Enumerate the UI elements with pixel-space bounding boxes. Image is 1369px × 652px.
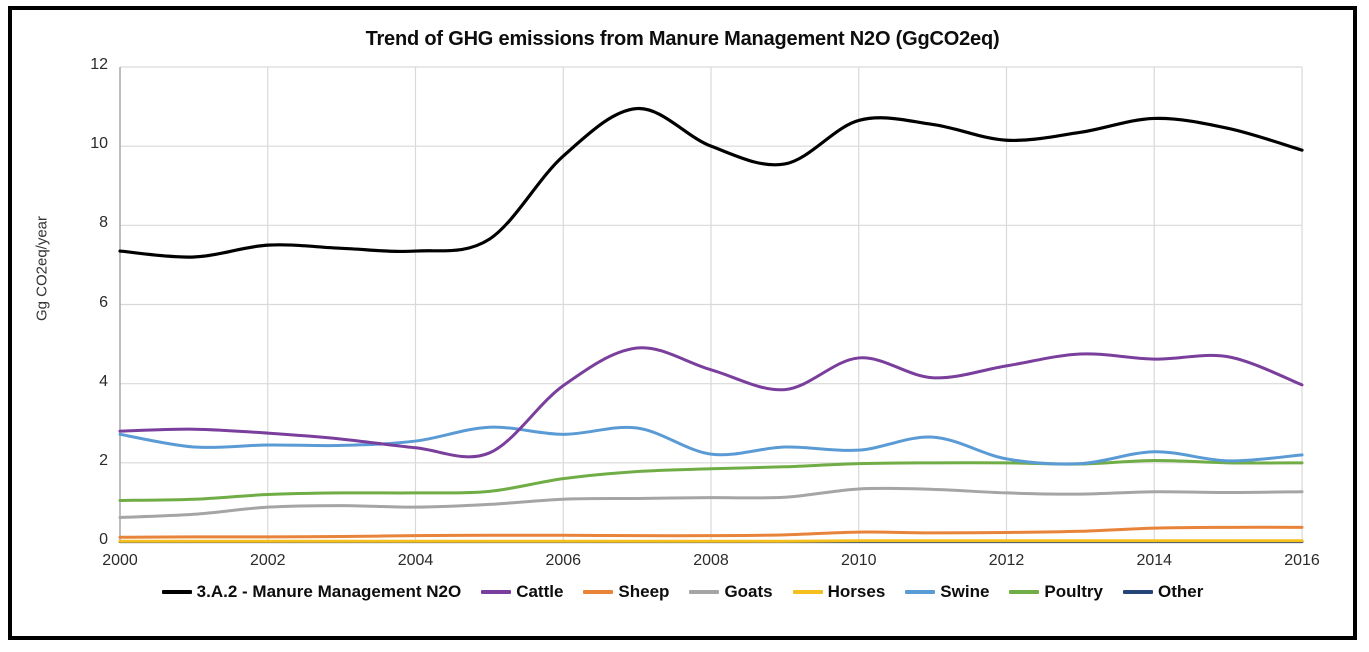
legend-color-swatch: [583, 590, 614, 594]
x-tick-label: 2002: [249, 552, 286, 569]
x-tick-label: 2006: [545, 552, 582, 569]
series-lines: [118, 106, 1304, 544]
y-tick-label: 12: [90, 56, 108, 73]
x-tick-label: 2004: [397, 552, 434, 569]
x-tick-label: 2012: [988, 552, 1025, 569]
legend-color-swatch: [161, 590, 192, 594]
y-tick-label: 2: [99, 451, 108, 469]
legend-color-swatch: [481, 590, 512, 594]
legend-label: Swine: [940, 582, 990, 601]
legend-label: Other: [1157, 582, 1204, 601]
legend-label: Horses: [827, 582, 886, 601]
legend-label: 3.A.2 - Manure Management N2O: [196, 582, 462, 601]
legend-label: Poultry: [1044, 582, 1103, 601]
legend-label: Sheep: [618, 582, 670, 601]
y-tick-label: 8: [99, 214, 108, 232]
y-tick-label: 4: [99, 372, 108, 390]
x-tick-label: 2000: [102, 552, 138, 569]
x-tick-label: 2008: [693, 552, 729, 569]
legend-item[interactable]: Poultry: [1009, 582, 1103, 602]
legend-item[interactable]: Cattle: [481, 582, 563, 602]
legend-item[interactable]: Sheep: [583, 582, 669, 602]
chart-legend: 3.A.2 - Manure Management N2O Cattle Sheep…: [12, 582, 1353, 602]
chart-area: Trend of GHG emissions from Manure Manag…: [12, 10, 1353, 636]
legend-color-swatch: [1122, 590, 1153, 594]
series-line: [118, 486, 1304, 519]
x-tick-label: 2010: [840, 552, 877, 569]
plot-canvas: [118, 66, 1304, 544]
legend-item[interactable]: Goats: [689, 582, 773, 602]
gridlines: [119, 66, 1303, 543]
chart-frame: Trend of GHG emissions from Manure Manag…: [8, 6, 1357, 640]
legend-color-swatch: [905, 590, 936, 594]
legend-item[interactable]: Other: [1122, 582, 1204, 602]
legend-color-swatch: [792, 590, 823, 594]
legend-item[interactable]: Swine: [905, 582, 989, 602]
series-line: [118, 458, 1304, 502]
legend-color-swatch: [689, 590, 720, 594]
legend-label: Goats: [724, 582, 773, 601]
legend-item[interactable]: Horses: [792, 582, 886, 602]
y-tick-label: 10: [90, 135, 108, 153]
x-tick-label: 2016: [1284, 552, 1320, 569]
series-line: [118, 346, 1304, 459]
legend-item[interactable]: 3.A.2 - Manure Management N2O: [161, 582, 462, 602]
y-tick-label: 6: [99, 293, 108, 311]
legend-label: Cattle: [516, 582, 564, 601]
series-line: [118, 425, 1304, 466]
chart-title: Trend of GHG emissions from Manure Manag…: [365, 28, 1000, 50]
x-tick-label: 2014: [1136, 552, 1173, 569]
series-line: [118, 106, 1304, 259]
series-line: [118, 525, 1304, 539]
legend-color-swatch: [1009, 590, 1040, 594]
y-tick-label: 0: [99, 531, 108, 548]
